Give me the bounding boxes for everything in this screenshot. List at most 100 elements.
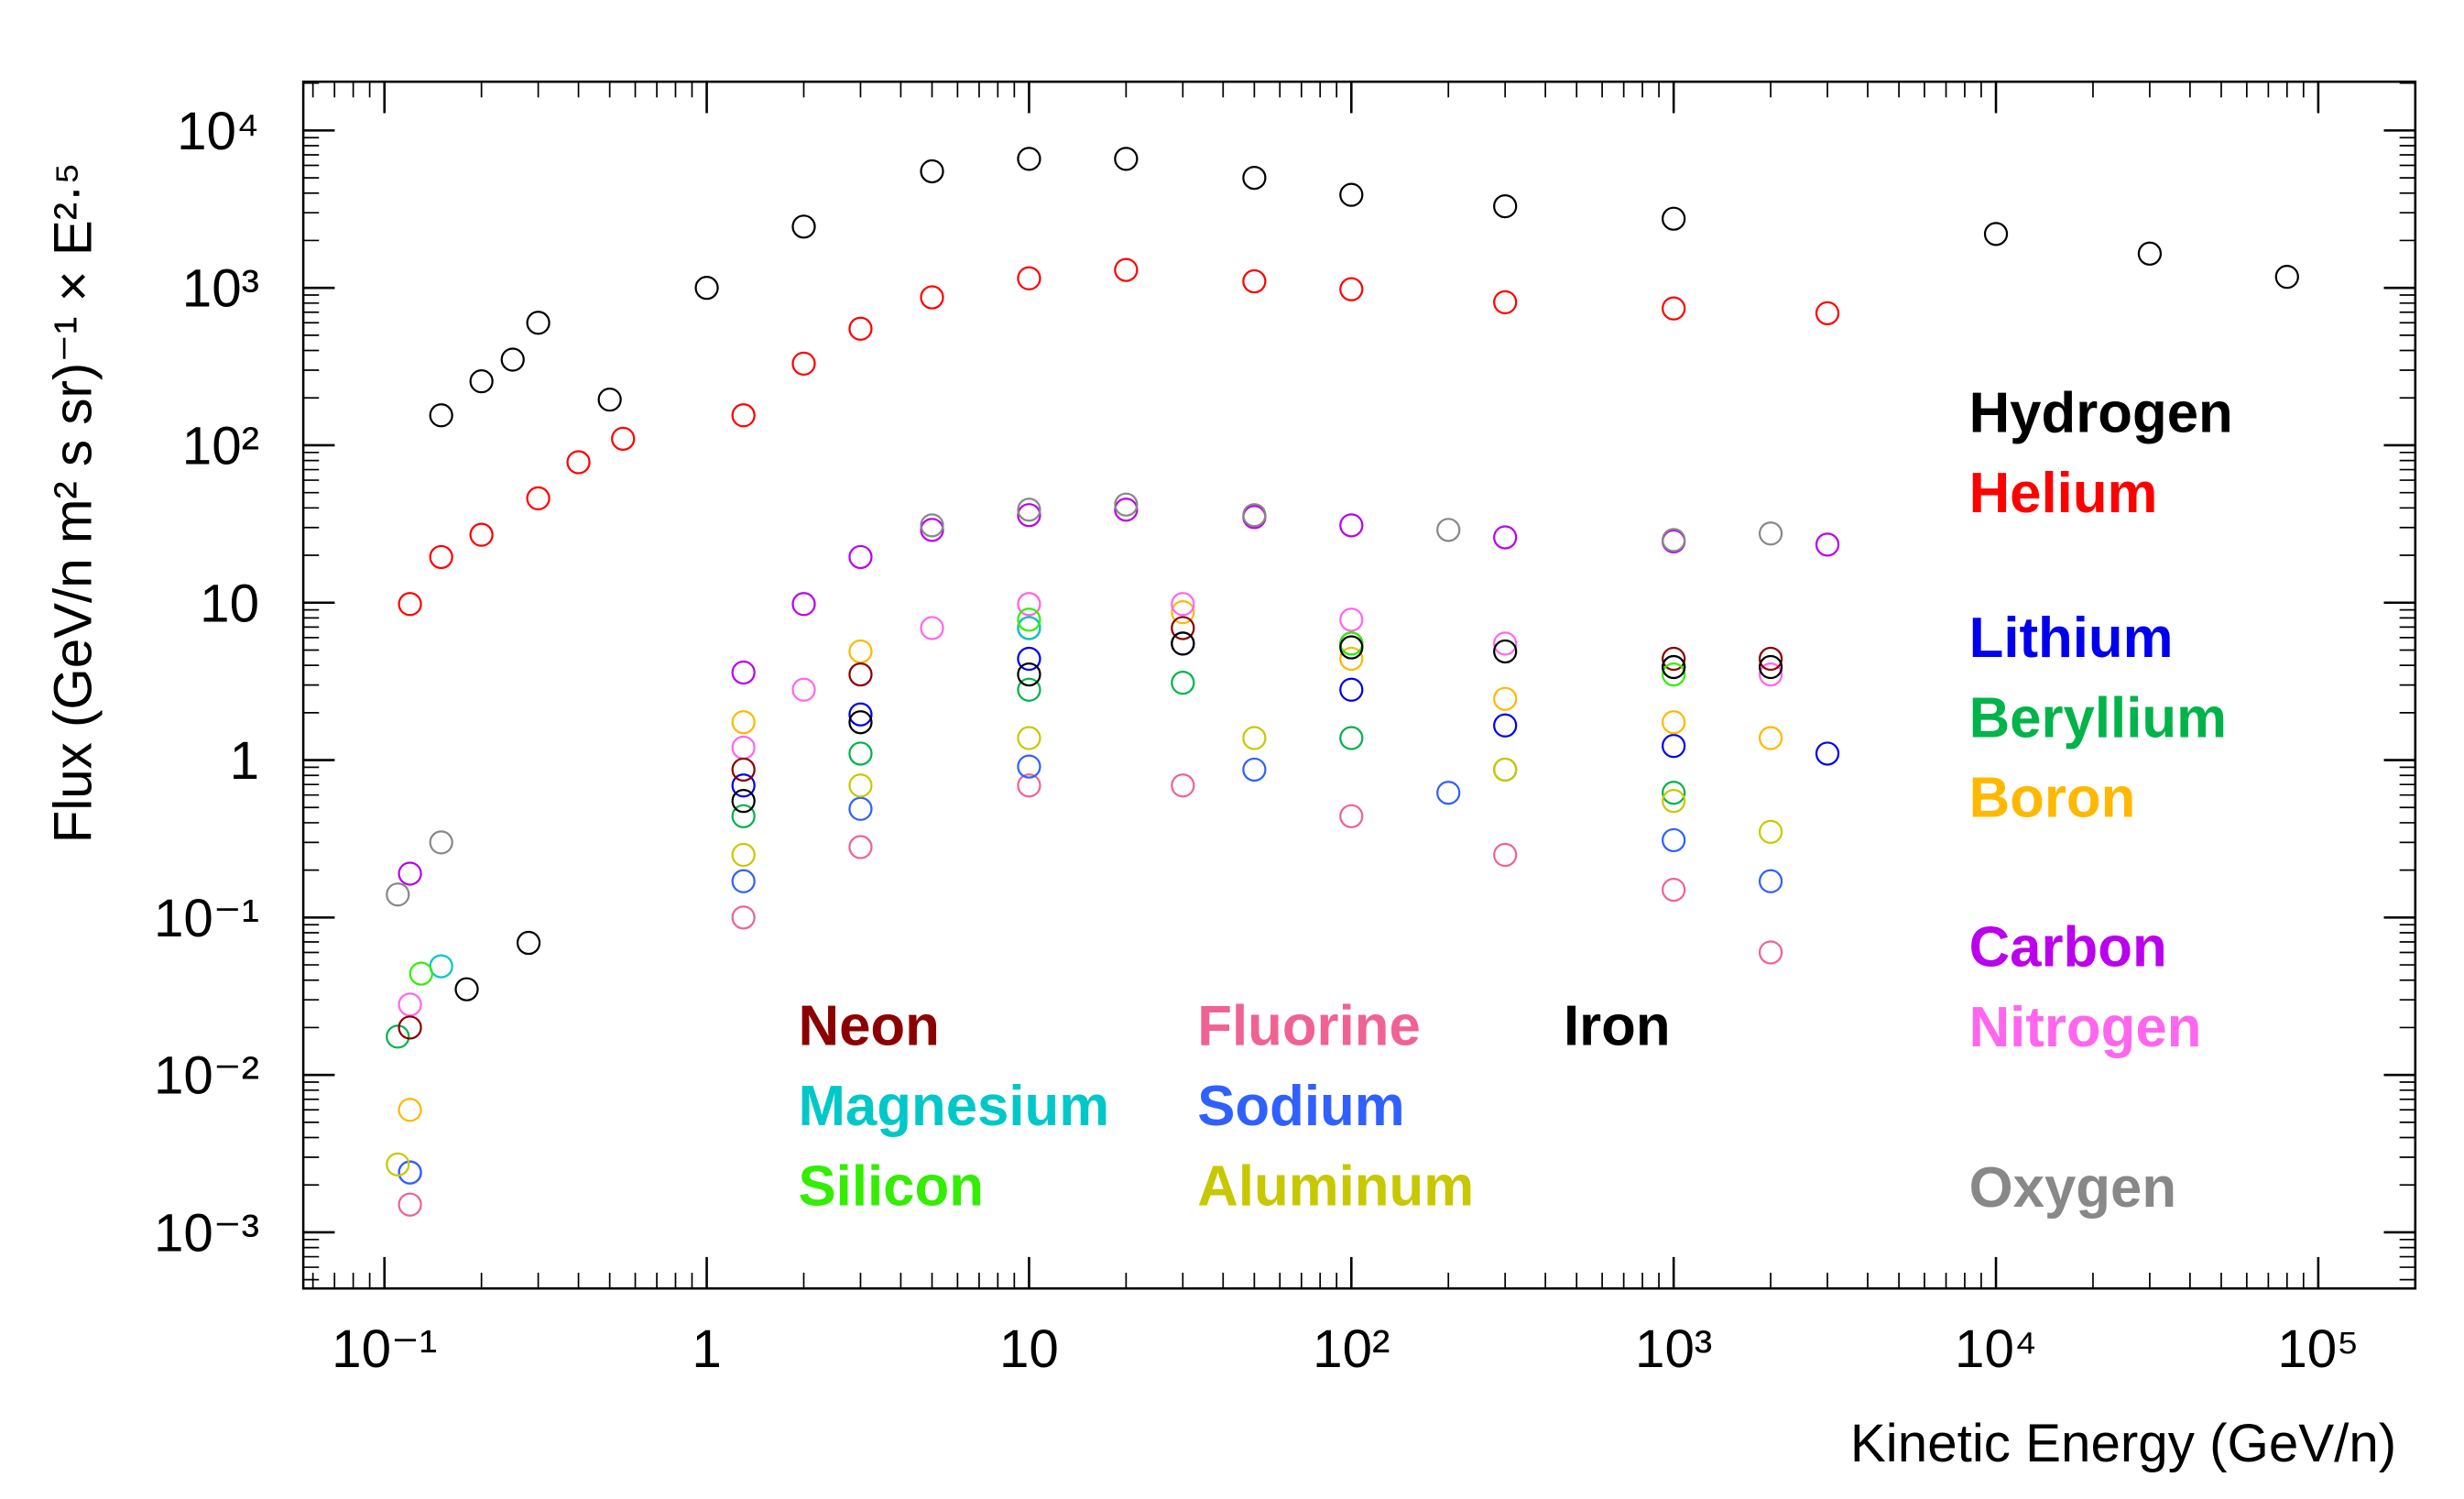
data-point xyxy=(1758,819,1783,845)
data-point xyxy=(1662,654,1686,680)
data-point xyxy=(731,660,756,685)
y-tick-label: 10⁻³ xyxy=(154,1204,259,1264)
y-tick-label: 1 xyxy=(230,731,259,791)
y-tick-label: 10⁻² xyxy=(154,1046,259,1106)
x-tick-label: 10⁻¹ xyxy=(332,1319,437,1379)
x-tick-label: 10 xyxy=(999,1319,1059,1379)
data-point xyxy=(1017,266,1041,290)
data-point xyxy=(1017,726,1041,750)
data-point xyxy=(1758,726,1783,750)
data-point xyxy=(1242,165,1267,191)
data-point xyxy=(1493,525,1518,550)
data-point xyxy=(1662,296,1686,321)
data-point xyxy=(848,796,873,821)
data-point xyxy=(848,710,873,735)
data-point xyxy=(1114,498,1139,522)
data-point xyxy=(1662,827,1686,853)
data-point xyxy=(1339,182,1364,207)
data-point xyxy=(731,842,756,868)
data-point xyxy=(1171,631,1195,656)
data-point xyxy=(1017,498,1041,522)
data-point xyxy=(1815,741,1840,766)
data-point xyxy=(791,214,816,239)
data-point xyxy=(2137,241,2163,266)
data-point xyxy=(1662,710,1686,735)
data-point xyxy=(516,930,541,956)
data-point xyxy=(920,159,944,184)
data-point xyxy=(1339,804,1364,828)
data-point xyxy=(694,276,719,301)
data-point xyxy=(791,592,816,617)
data-point xyxy=(1114,147,1139,171)
data-point xyxy=(1493,686,1518,711)
data-point xyxy=(731,773,756,798)
data-point xyxy=(1758,521,1783,546)
data-point xyxy=(1171,616,1195,640)
data-point xyxy=(398,1192,422,1217)
data-point xyxy=(1171,773,1195,798)
data-point xyxy=(1114,492,1139,517)
data-point xyxy=(1017,147,1041,171)
data-point xyxy=(2274,265,2299,290)
legend-label: Hydrogen xyxy=(1969,382,2233,445)
data-point xyxy=(920,285,944,310)
data-point xyxy=(469,369,494,394)
data-point xyxy=(526,486,551,511)
data-point xyxy=(848,702,873,727)
legend-label: Boron xyxy=(1969,767,2136,830)
data-point xyxy=(848,662,873,687)
data-point xyxy=(469,522,494,547)
data-point xyxy=(731,804,756,828)
data-point xyxy=(1242,726,1267,750)
data-point xyxy=(1662,646,1686,672)
data-point xyxy=(1017,592,1041,617)
data-point xyxy=(1114,257,1139,282)
x-tick-label: 10⁴ xyxy=(1955,1319,2037,1379)
data-point xyxy=(1662,733,1686,759)
data-point xyxy=(1339,677,1364,702)
data-point xyxy=(1017,773,1041,798)
data-point xyxy=(398,1160,422,1185)
data-point xyxy=(1171,600,1195,625)
data-point xyxy=(848,773,873,798)
data-point xyxy=(398,592,422,617)
data-point xyxy=(1017,646,1041,672)
data-point xyxy=(1493,639,1518,664)
data-point xyxy=(848,544,873,570)
data-point xyxy=(1436,781,1461,805)
data-point xyxy=(398,1098,422,1122)
data-point xyxy=(1662,789,1686,814)
data-point xyxy=(848,316,873,341)
data-point xyxy=(1493,193,1518,219)
data-point xyxy=(731,757,756,782)
legend-label: Silicon xyxy=(799,1154,984,1218)
data-point xyxy=(1339,607,1364,632)
data-point xyxy=(1017,607,1041,632)
data-point xyxy=(611,426,636,451)
legend-label: Aluminum xyxy=(1197,1154,1474,1218)
data-point xyxy=(386,882,410,907)
legend-label: Helium xyxy=(1969,462,2158,525)
data-point xyxy=(1242,757,1267,782)
legend-label: Sodium xyxy=(1197,1075,1404,1138)
legend-label: Neon xyxy=(799,994,940,1057)
data-point xyxy=(1493,631,1518,656)
data-point xyxy=(848,835,873,859)
data-point xyxy=(1436,518,1461,542)
data-point xyxy=(398,1015,422,1040)
data-point xyxy=(1017,662,1041,687)
data-point xyxy=(1242,268,1267,294)
data-point xyxy=(1758,662,1783,687)
data-point xyxy=(1339,726,1364,750)
data-point xyxy=(1017,754,1041,779)
data-point xyxy=(1662,662,1686,687)
data-point xyxy=(731,710,756,735)
data-point xyxy=(526,311,551,335)
data-point xyxy=(1983,222,2009,246)
y-tick-label: 10² xyxy=(182,417,259,476)
y-axis-label: Flux (GeV/n m² s sr)⁻¹ × E²·⁵ xyxy=(43,162,103,843)
legend-label: Nitrogen xyxy=(1969,996,2202,1059)
data-point xyxy=(429,403,453,428)
data-point xyxy=(597,388,622,412)
